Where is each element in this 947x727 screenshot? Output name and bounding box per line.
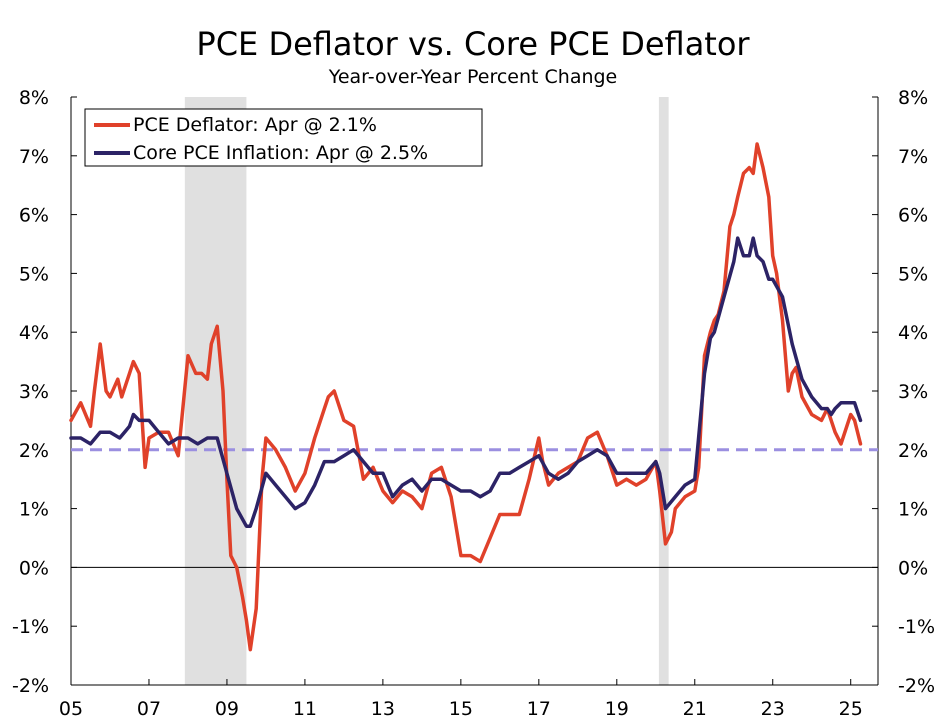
recession-band-1 xyxy=(658,97,669,685)
y-tick-label-right: 5% xyxy=(898,263,928,285)
y-tick-label-right: 7% xyxy=(898,146,928,168)
x-tick-label: 15 xyxy=(449,698,473,720)
recession-band-0 xyxy=(184,97,247,685)
axes xyxy=(70,96,879,686)
y-tick-label-right: 1% xyxy=(898,499,928,521)
chart-subtitle: Year-over-Year Percent Change xyxy=(328,66,618,88)
x-tick-label: 11 xyxy=(293,698,317,720)
y-tick-label-right: -1% xyxy=(898,616,935,638)
y-tick-label-left: 6% xyxy=(19,205,49,227)
legend-label-pce: PCE Deflator: Apr @ 2.1% xyxy=(133,114,377,136)
recession-bands xyxy=(184,97,669,685)
x-tick-label: 05 xyxy=(59,698,83,720)
series-line-core-pce xyxy=(69,236,863,528)
y-tick-label-left: 1% xyxy=(19,499,49,521)
y-tick-label-right: 2% xyxy=(898,440,928,462)
y-tick-label-left: 7% xyxy=(19,146,49,168)
x-tick-label: 07 xyxy=(137,698,161,720)
y-tick-label-left: 0% xyxy=(19,557,49,579)
y-tick-label-left: 8% xyxy=(19,87,49,109)
x-tick-label: 13 xyxy=(371,698,395,720)
y-tick-label-right: 6% xyxy=(898,205,928,227)
y-tick-label-left: -2% xyxy=(12,675,49,697)
tick-labels: -2% -2% -1% -1% 0% 0% 1% 1% 2% 2% 3% 3% 4% 4% 5% 5% 6% 6%… xyxy=(12,87,935,720)
legend-label-core-pce: Core PCE Inflation: Apr @ 2.5% xyxy=(133,142,428,164)
y-tick-label-left: 3% xyxy=(19,381,49,403)
x-tick-label: 23 xyxy=(761,698,785,720)
y-tick-label-right: 8% xyxy=(898,87,928,109)
series-line-pce xyxy=(69,142,863,652)
y-tick-label-right: -2% xyxy=(898,675,935,697)
y-tick-label-left: 4% xyxy=(19,322,49,344)
y-tick-label-left: 5% xyxy=(19,263,49,285)
legend-box xyxy=(84,108,483,167)
x-tick-label: 19 xyxy=(605,698,629,720)
y-tick-label-left: -1% xyxy=(12,616,49,638)
x-tick-label: 21 xyxy=(683,698,707,720)
y-tick-label-right: 0% xyxy=(898,557,928,579)
x-tick-label: 17 xyxy=(527,698,551,720)
series-lines xyxy=(69,142,863,652)
x-tick-label: 25 xyxy=(839,698,863,720)
chart-title: PCE Deflator vs. Core PCE Deflator xyxy=(196,25,750,63)
y-tick-label-right: 3% xyxy=(898,381,928,403)
legend: PCE Deflator: Apr @ 2.1% Core PCE Inflat… xyxy=(84,108,483,167)
y-tick-label-right: 4% xyxy=(898,322,928,344)
x-tick-label: 09 xyxy=(215,698,239,720)
y-tick-label-left: 2% xyxy=(19,440,49,462)
